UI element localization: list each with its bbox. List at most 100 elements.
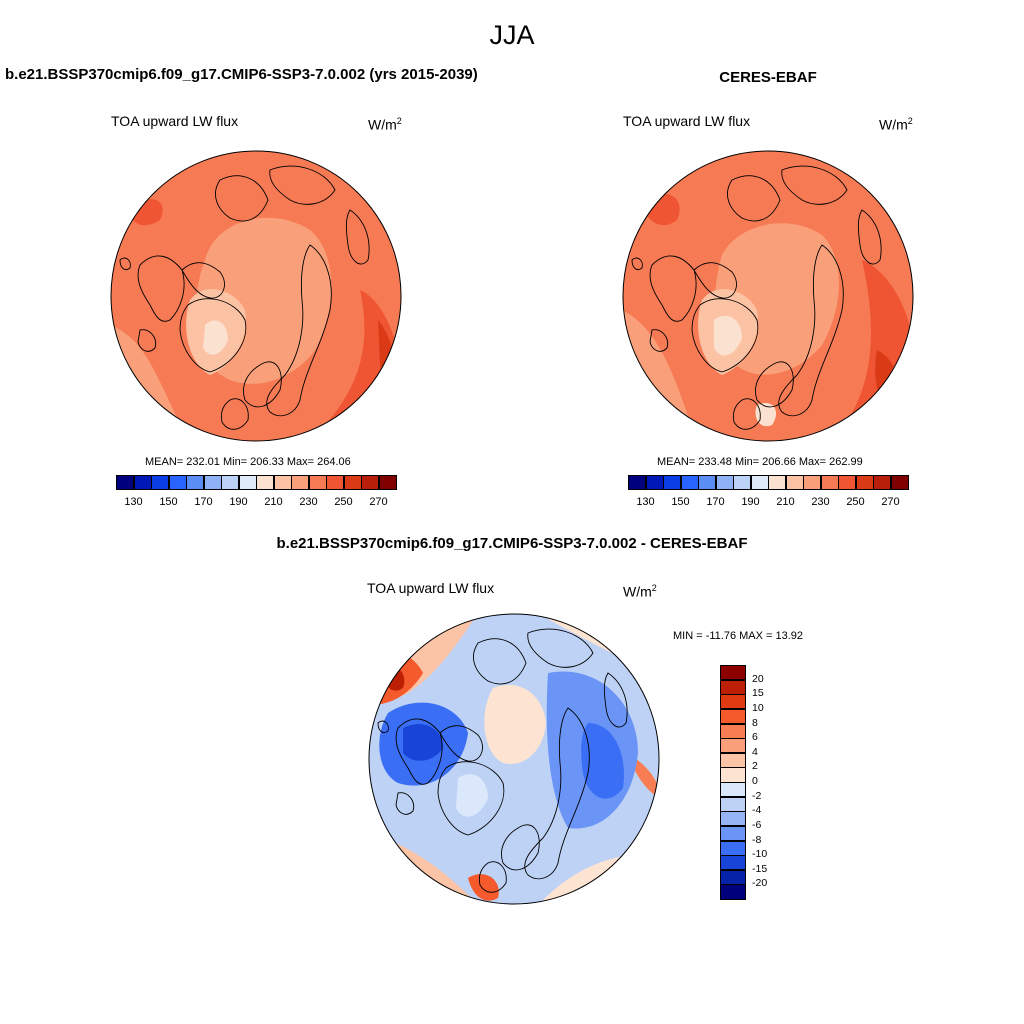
colorbar-tick-label: -10 xyxy=(752,848,768,861)
colorbar-swatch xyxy=(116,475,134,490)
colorbar-tick-label: 150 xyxy=(159,496,178,508)
colorbar-tick-label: 190 xyxy=(229,496,248,508)
map-boundary xyxy=(110,150,402,442)
map-fill-patch xyxy=(581,723,624,799)
colorbar-swatch xyxy=(720,767,746,783)
colorbar-swatch xyxy=(203,475,222,490)
colorbar-tick-label: 6 xyxy=(752,731,758,744)
map-fill-patch xyxy=(468,874,499,901)
colorbar-tick-label: 2 xyxy=(752,760,758,773)
colorbar-tick-label: 230 xyxy=(299,496,318,508)
colorbar-tick-label: 20 xyxy=(752,672,764,685)
obs-stats: MEAN= 233.48 Min= 206.66 Max= 262.99 xyxy=(657,456,863,468)
coastlines xyxy=(631,165,882,430)
colorbar-tick-label: 210 xyxy=(776,496,795,508)
colorbar-swatch xyxy=(186,475,204,490)
colorbar-swatch xyxy=(238,475,257,490)
colorbar-swatch xyxy=(343,475,362,490)
colorbar-swatch xyxy=(326,475,344,490)
colorbar-swatch xyxy=(720,694,746,710)
colorbar-swatch xyxy=(698,475,716,490)
colorbar-swatch xyxy=(720,708,746,724)
colorbar-tick-label: 210 xyxy=(264,496,283,508)
map-fill-patch xyxy=(484,684,546,764)
diff-stats: MIN = -11.76 MAX = 13.92 xyxy=(673,630,804,642)
colorbar-swatch xyxy=(133,475,152,490)
colorbar-tick-label: 130 xyxy=(124,496,143,508)
colorbar-swatch xyxy=(720,723,746,739)
colorbar-tick-label: 8 xyxy=(752,716,758,729)
colorbar-tick-label: 150 xyxy=(671,496,690,508)
colorbar-swatch xyxy=(221,475,239,490)
model-case-title: b.e21.BSSP370cmip6.f09_g17.CMIP6-SSP3-7.… xyxy=(5,66,478,83)
colorbar-swatch xyxy=(680,475,699,490)
colorbar-tick-label: -4 xyxy=(752,804,762,817)
map-boundary xyxy=(368,613,660,905)
model-units-label: W/m2 xyxy=(368,116,402,133)
colorbar-swatch xyxy=(768,475,786,490)
colorbar-tick-label: 10 xyxy=(752,701,764,714)
colorbar-swatch xyxy=(720,811,746,827)
colorbar-swatch xyxy=(838,475,856,490)
colorbar-swatch xyxy=(720,869,746,885)
diff-colorbar xyxy=(720,665,746,900)
colorbar-swatch xyxy=(720,665,746,681)
coastlines xyxy=(377,628,628,893)
obs-variable-label: TOA upward LW flux xyxy=(623,113,751,129)
map-fill-patch xyxy=(755,402,777,427)
colorbar-tick-label: 250 xyxy=(334,496,353,508)
colorbar-swatch xyxy=(720,752,746,768)
colorbar-swatch xyxy=(361,475,379,490)
colorbar-swatch xyxy=(720,855,746,871)
colorbar-swatch xyxy=(168,475,187,490)
obs-polar-map xyxy=(622,150,914,442)
colorbar-tick-label: -15 xyxy=(752,862,768,875)
colorbar-tick-label: 270 xyxy=(881,496,900,508)
colorbar-swatch xyxy=(803,475,821,490)
colorbar-tick-label: 4 xyxy=(752,745,758,758)
colorbar-tick-label: 170 xyxy=(194,496,213,508)
map-fill-patch xyxy=(203,320,228,355)
colorbar-swatch xyxy=(720,738,746,754)
colorbar-swatch xyxy=(715,475,734,490)
colorbar-tick-label: 250 xyxy=(846,496,865,508)
model-variable-label: TOA upward LW flux xyxy=(111,113,239,129)
colorbar-swatch xyxy=(733,475,751,490)
colorbar-swatch xyxy=(628,475,646,490)
model-colorbar-labels: 130 150 170 190 210 230 250 270 xyxy=(116,496,396,510)
obs-units-label: W/m2 xyxy=(879,116,913,133)
colorbar-tick-label: -20 xyxy=(752,877,768,890)
colorbar-tick-label: -8 xyxy=(752,833,762,846)
colorbar-swatch xyxy=(720,782,746,798)
diff-polar-map xyxy=(368,613,660,905)
colorbar-swatch xyxy=(820,475,839,490)
map-fill-patch xyxy=(130,199,163,226)
map-fill-patch xyxy=(403,724,443,761)
colorbar-swatch xyxy=(378,475,397,490)
colorbar-tick-label: -2 xyxy=(752,789,762,802)
map-fill-patch xyxy=(456,774,488,817)
model-colorbar xyxy=(116,475,397,490)
coastlines xyxy=(119,165,370,430)
colorbar-tick-label: 130 xyxy=(636,496,655,508)
colorbar-swatch xyxy=(750,475,769,490)
season-title: JJA xyxy=(489,20,535,50)
colorbar-swatch xyxy=(645,475,664,490)
colorbar-swatch xyxy=(720,840,746,856)
colorbar-swatch xyxy=(873,475,891,490)
model-polar-map xyxy=(110,150,402,442)
obs-title: CERES-EBAF xyxy=(719,69,817,86)
obs-colorbar xyxy=(628,475,909,490)
colorbar-swatch xyxy=(855,475,874,490)
colorbar-swatch xyxy=(256,475,274,490)
colorbar-tick-label: 15 xyxy=(752,687,764,700)
colorbar-swatch xyxy=(720,679,746,695)
colorbar-swatch xyxy=(151,475,169,490)
model-stats: MEAN= 232.01 Min= 206.33 Max= 264.06 xyxy=(145,456,351,468)
diff-colorbar-labels: 20 15 10 8 6 4 2 0 -2 -4 -6 -8 -10 -15 -20 xyxy=(752,665,792,899)
colorbar-swatch xyxy=(291,475,309,490)
colorbar-swatch xyxy=(720,796,746,812)
colorbar-swatch xyxy=(663,475,681,490)
diff-units-label: W/m2 xyxy=(623,583,657,600)
colorbar-swatch xyxy=(890,475,909,490)
